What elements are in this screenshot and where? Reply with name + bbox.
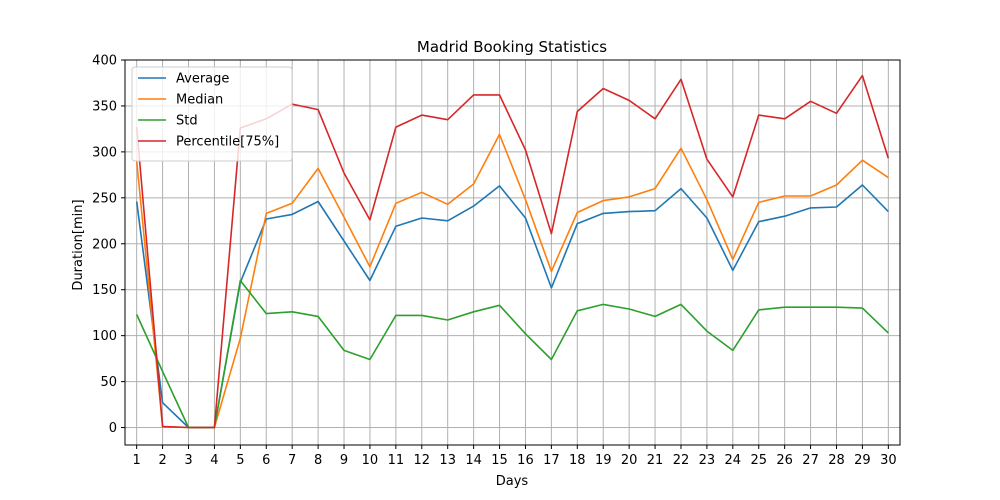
x-tick-label: 6 bbox=[262, 453, 270, 468]
legend-box bbox=[131, 66, 293, 162]
y-tick-label: 100 bbox=[92, 329, 117, 344]
legend: Average Median Std Percentile[75%] bbox=[131, 66, 293, 162]
y-tick-label: 150 bbox=[92, 283, 117, 298]
x-tick-label: 27 bbox=[802, 453, 819, 468]
y-tick-label: 250 bbox=[92, 191, 117, 206]
x-axis-ticks: 1 2 3 4 5 6 7 8 9 10 11 12 13 14 15 16 17 18 19 20 21 22 23 24 2… bbox=[133, 445, 897, 468]
y-tick-label: 200 bbox=[92, 237, 117, 252]
plot-frame bbox=[124, 59, 901, 446]
x-tick-label: 20 bbox=[621, 453, 638, 468]
y-tick-label: 0 bbox=[109, 421, 117, 436]
x-tick-label: 11 bbox=[388, 453, 405, 468]
x-tick-label: 15 bbox=[491, 453, 508, 468]
x-tick-label: 23 bbox=[699, 453, 716, 468]
x-tick-label: 1 bbox=[133, 453, 141, 468]
x-tick-label: 26 bbox=[776, 453, 793, 468]
x-tick-label: 8 bbox=[314, 453, 322, 468]
x-tick-label: 4 bbox=[210, 453, 218, 468]
x-tick-label: 24 bbox=[725, 453, 742, 468]
x-tick-label: 5 bbox=[236, 453, 244, 468]
x-tick-label: 30 bbox=[880, 453, 897, 468]
y-axis-ticks: 0 50 100 150 200 250 300 350 400 bbox=[92, 54, 125, 436]
x-tick-label: 28 bbox=[828, 453, 845, 468]
series-line-median bbox=[135, 133, 889, 429]
legend-label-average: Average bbox=[176, 72, 229, 87]
y-axis-label: Duration[min] bbox=[71, 199, 86, 290]
y-tick-label: 50 bbox=[100, 375, 117, 390]
x-tick-label: 16 bbox=[517, 453, 534, 468]
legend-label-std: Std bbox=[176, 114, 198, 129]
y-tick-label: 350 bbox=[92, 99, 117, 114]
y-tick-label: 300 bbox=[92, 145, 117, 160]
x-tick-label: 14 bbox=[465, 453, 482, 468]
legend-label-median: Median bbox=[176, 93, 223, 108]
x-axis-label: Days bbox=[496, 474, 529, 489]
x-tick-label: 29 bbox=[854, 453, 871, 468]
x-tick-label: 19 bbox=[595, 453, 612, 468]
x-tick-label: 12 bbox=[414, 453, 431, 468]
y-tick-label: 400 bbox=[92, 54, 117, 69]
x-tick-label: 9 bbox=[340, 453, 348, 468]
series-line-average bbox=[135, 184, 889, 429]
legend-label-percentile-75: Percentile[75%] bbox=[176, 135, 279, 150]
x-tick-label: 18 bbox=[569, 453, 586, 468]
x-tick-label: 2 bbox=[158, 453, 166, 468]
x-tick-label: 7 bbox=[288, 453, 296, 468]
x-tick-label: 25 bbox=[750, 453, 767, 468]
x-tick-label: 10 bbox=[362, 453, 379, 468]
x-tick-label: 13 bbox=[439, 453, 456, 468]
x-tick-label: 3 bbox=[184, 453, 192, 468]
x-tick-label: 21 bbox=[647, 453, 664, 468]
chart-title: Madrid Booking Statistics bbox=[417, 38, 607, 56]
series-line-std bbox=[135, 279, 889, 429]
x-tick-label: 17 bbox=[543, 453, 560, 468]
x-tick-label: 22 bbox=[673, 453, 690, 468]
